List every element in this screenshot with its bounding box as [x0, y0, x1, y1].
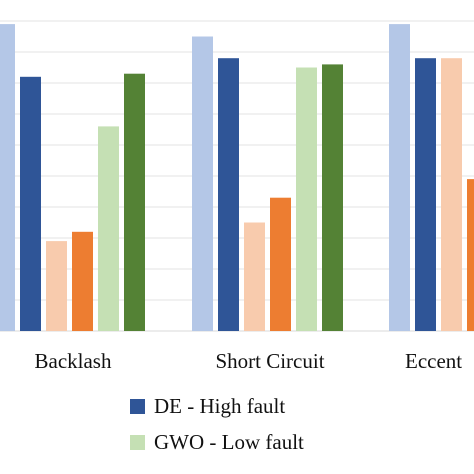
legend-entry: GWO - Low fault: [130, 430, 304, 455]
bar: [415, 58, 436, 331]
bar: [0, 24, 15, 331]
legend-label: GWO - Low fault: [154, 430, 304, 454]
bar: [296, 67, 317, 331]
legend-label: DE - High fault: [154, 394, 286, 418]
bar: [441, 58, 462, 331]
legend-swatch: [130, 399, 145, 414]
bar: [467, 179, 474, 331]
legend-entry: DE - High fault: [130, 394, 285, 419]
bar: [46, 241, 67, 331]
category-label: Eccent: [405, 349, 462, 373]
category-label: Backlash: [35, 349, 112, 373]
bars: [0, 24, 474, 332]
bar: [20, 76, 41, 331]
bar: [270, 197, 291, 331]
bar: [244, 222, 265, 331]
bar: [192, 36, 213, 331]
legend-swatch: [130, 435, 145, 450]
category-label: Short Circuit: [215, 349, 324, 373]
bar: [218, 58, 239, 331]
bar: [124, 73, 145, 331]
bar: [98, 126, 119, 332]
bar: [322, 64, 343, 332]
bar: [389, 24, 410, 331]
bar: [72, 231, 93, 331]
